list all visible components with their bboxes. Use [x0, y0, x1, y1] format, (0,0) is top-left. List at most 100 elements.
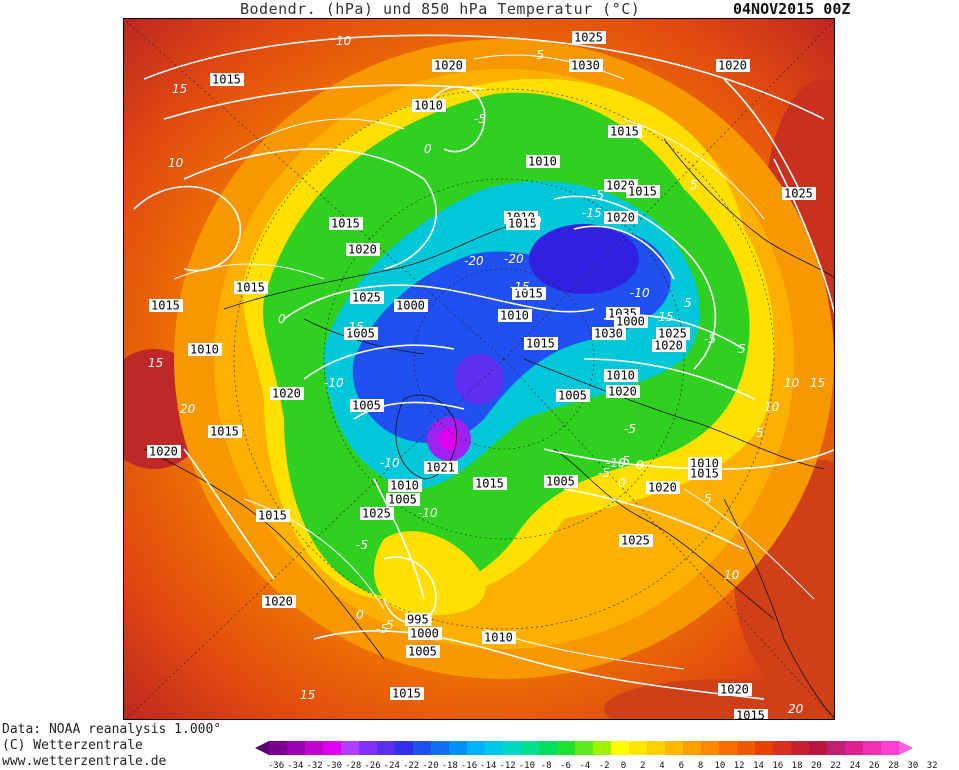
pressure-label: 1015 [608, 125, 642, 139]
pressure-label-text: 1015 [690, 467, 719, 481]
footer-website: www.wetterzentrale.de [2, 754, 167, 769]
colorbar-segment [881, 741, 899, 755]
temperature-label: -15 [344, 320, 364, 334]
pressure-label-text: 1020 [434, 59, 463, 73]
colorbar-segment [395, 741, 413, 755]
pressure-label-box [512, 287, 546, 300]
pressure-label: 1015 [512, 287, 546, 301]
temperature-label: 0 [424, 142, 432, 156]
pressure-label-box [350, 399, 384, 412]
pressure-label-box [688, 467, 722, 480]
pressure-label-text: 1015 [210, 425, 239, 439]
colorbar-segment [539, 741, 557, 755]
weather-map-svg: 1025103010201015101010201015101010201015… [124, 19, 834, 719]
pressure-label-box [498, 309, 532, 322]
colorbar-segment [287, 741, 305, 755]
temperature-label: 5 [738, 342, 746, 356]
pressure-label-box [270, 387, 304, 400]
pressure-label: 1010 [604, 369, 638, 383]
pressure-label-text: 1021 [426, 461, 455, 475]
temperature-label: 20 [788, 702, 804, 716]
temperature-label: -20 [464, 254, 484, 268]
pressure-label-box [782, 187, 816, 200]
pressure-label-box [688, 457, 722, 470]
colorbar-tick-label: -26 [364, 761, 380, 770]
cold-core-siberia [529, 224, 639, 294]
pressure-label-box [626, 185, 660, 198]
pressure-label-text: 1010 [390, 479, 419, 493]
pressure-label: 1010 [498, 309, 532, 323]
map-header: Bodendr. (hPa) und 850 hPa Temperatur (°… [0, 0, 959, 18]
pressure-label-text: 1025 [574, 31, 603, 45]
pressure-label: 1020 [432, 59, 466, 73]
temperature-label: 0 [618, 476, 626, 490]
pressure-label-box [614, 315, 648, 328]
colorbar-segment [503, 741, 521, 755]
pressure-label-box [482, 631, 516, 644]
pressure-label-text: 1010 [414, 99, 443, 113]
pressure-label: 1020 [652, 339, 686, 353]
pressure-label-text: 1020 [608, 385, 637, 399]
cold-core-greenland-inner [439, 428, 459, 450]
pressure-label-text: 1020 [264, 595, 293, 609]
colorbar-tick-label: -8 [541, 761, 552, 770]
pressure-label-box [569, 59, 603, 72]
pressure-label-text: 1010 [190, 343, 219, 357]
pressure-label: 1020 [270, 387, 304, 401]
temperature-label: -5 [356, 538, 368, 552]
pressure-label: 1015 [210, 73, 244, 87]
pressure-label-box [432, 59, 466, 72]
pressure-label-box [556, 389, 590, 402]
colorbar-tick-label: 28 [888, 761, 899, 770]
footer: Data: NOAA reanalysis 1.000° (C) Wetterz… [0, 722, 959, 770]
temperature-label: -5 [376, 622, 388, 636]
pressure-label-box [406, 645, 440, 658]
pressure-label: 995 [405, 613, 432, 627]
pressure-label: 1020 [716, 59, 750, 73]
pressure-label-text: 1015 [392, 687, 421, 701]
pressure-label: 1005 [350, 399, 384, 413]
pressure-label: 1015 [208, 425, 242, 439]
pressure-label: 1000 [408, 627, 442, 641]
temperature-label: 5 [704, 492, 712, 506]
pressure-label: 1005 [406, 645, 440, 659]
colorbar-segment [773, 741, 791, 755]
colorbar-arrow-right [899, 741, 913, 755]
pressure-label: 1015 [626, 185, 660, 199]
pressure-label-text: 1015 [331, 217, 360, 231]
colorbar-tick-label: 0 [621, 761, 626, 770]
pressure-label: 1010 [526, 155, 560, 169]
temperature-label: -5 [598, 466, 610, 480]
pressure-label-box [604, 211, 638, 224]
pressure-label-box [572, 31, 606, 44]
temperature-label: 10 [784, 376, 800, 390]
pressure-label-box [344, 327, 378, 340]
temperature-label: -5 [532, 48, 544, 62]
colorbar-tick-label: -18 [442, 761, 458, 770]
pressure-label-text: 1015 [212, 73, 241, 87]
temperature-label: -5 [474, 112, 486, 126]
temperature-label: -10 [522, 214, 542, 228]
temperature-label: -10 [418, 506, 438, 520]
temperature-label: 20 [180, 402, 196, 416]
colorbar-segment [323, 741, 341, 755]
pressure-label-text: 1020 [648, 481, 677, 495]
temperature-label: -5 [618, 454, 630, 468]
colorbar-segment [467, 741, 485, 755]
pressure-label-box [544, 475, 578, 488]
colorbar-segment [269, 741, 287, 755]
colorbar-arrow-left [255, 741, 269, 755]
colorbar-tick-label: -2 [599, 761, 610, 770]
temperature-labels: 1015-5-10-15-20-5-10-15-505-5-10-15-20-1… [148, 34, 825, 716]
labrador-tongue [374, 531, 486, 616]
temperature-label: -10 [380, 456, 400, 470]
pressure-label-text: 1015 [526, 337, 555, 351]
pressure-label-text: 1025 [362, 507, 391, 521]
colorbar-tick-label: -6 [560, 761, 571, 770]
pressure-label: 1015 [149, 299, 183, 313]
temperature-label: 5 [684, 296, 692, 310]
temperature-label: 5 [690, 178, 698, 192]
map-date: 04NOV2015 00Z [733, 0, 851, 18]
colorbar-tick-label: -28 [345, 761, 361, 770]
temperature-label: -10 [606, 456, 626, 470]
